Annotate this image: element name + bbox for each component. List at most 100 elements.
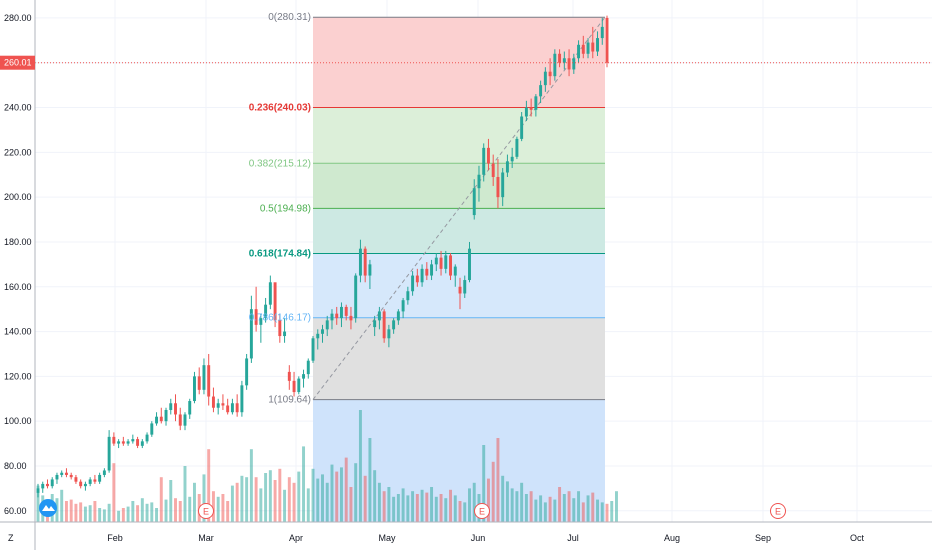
candle-body: [226, 405, 230, 413]
candle-body: [36, 488, 40, 493]
candle-body: [292, 380, 296, 393]
volume-bar: [596, 499, 599, 522]
candle-body: [197, 376, 201, 390]
volume-bar: [534, 499, 538, 522]
volume-bar: [482, 445, 486, 522]
candlesticks: [36, 15, 609, 498]
candle-body: [472, 188, 476, 216]
volume-bar: [64, 501, 68, 522]
candle-body: [268, 282, 272, 305]
trend-line-dashed[interactable]: [312, 16, 606, 400]
candle-body: [41, 483, 45, 489]
earnings-icon[interactable]: [770, 503, 786, 519]
candle-body: [558, 53, 562, 63]
trend-line[interactable]: [312, 16, 606, 400]
volume-bar: [444, 498, 448, 522]
volume-bar: [591, 492, 595, 522]
volume-bar: [567, 491, 571, 522]
volume-bar: [240, 475, 244, 522]
volume-bar: [354, 463, 358, 522]
candle-body: [230, 403, 234, 413]
candle-body: [553, 53, 557, 77]
price-axis[interactable]: 280.00260.00240.00220.00200.00180.00160.…: [0, 0, 36, 550]
volume-bar: [515, 491, 519, 522]
candle-body: [64, 472, 68, 475]
volume-bar: [396, 494, 400, 522]
volume-bar: [88, 505, 92, 522]
volume-bar: [311, 468, 315, 522]
candle-body: [396, 311, 400, 321]
candle-body: [254, 309, 258, 325]
volume-bar: [60, 489, 64, 522]
candle-body: [520, 116, 524, 139]
volume-bar: [458, 501, 462, 522]
candle-body: [501, 172, 505, 198]
candle-body: [169, 403, 173, 410]
candle-body: [411, 275, 415, 292]
volume-bar: [496, 438, 500, 522]
volume-bar: [273, 480, 277, 522]
candle-body: [349, 315, 353, 321]
candle-body: [387, 329, 391, 339]
volume-bar: [349, 487, 353, 522]
candle-body: [581, 44, 585, 54]
candle-body: [335, 313, 339, 319]
candle-body: [510, 156, 514, 162]
fib-zone: [313, 317, 605, 400]
time-axis[interactable]: Feb Mar Apr May Jun Jul Aug Sep Oct Z: [0, 521, 932, 543]
candle-body: [382, 311, 386, 339]
fib-zone: [313, 208, 605, 254]
volume-bar: [316, 478, 320, 522]
time-tick-label: Oct: [850, 533, 865, 543]
volume-bar: [415, 494, 419, 522]
candle-body: [112, 436, 116, 444]
volume-bar: [520, 482, 524, 522]
volume-bar: [539, 495, 543, 522]
volume-bar: [377, 482, 381, 522]
volume-bar: [434, 496, 438, 522]
candle-body: [534, 96, 538, 110]
fib-level-label: 0.786(146.17): [249, 313, 311, 324]
candle-body: [515, 138, 519, 157]
volume-bar: [406, 495, 410, 522]
logo-mountain-icon: [42, 505, 55, 511]
candle-body: [358, 248, 362, 276]
volume-bar: [235, 482, 239, 522]
time-tick-label: May: [378, 533, 396, 543]
candle-body: [193, 376, 196, 402]
candle-body: [486, 147, 490, 164]
volume-bar: [577, 491, 581, 522]
volume-bar: [226, 501, 230, 522]
earnings-icon[interactable]: [474, 503, 490, 519]
earnings-marker-label: E: [479, 507, 485, 517]
volume-bar: [439, 494, 443, 522]
candle-body: [136, 439, 140, 446]
candle-body: [117, 441, 121, 444]
volume-bar: [169, 480, 173, 522]
volume-bar: [131, 501, 135, 522]
volume-bar: [178, 501, 182, 522]
fibonacci-retracement[interactable]: [313, 16, 605, 522]
volume-bar: [55, 498, 59, 522]
volume-bar: [321, 474, 324, 522]
volume-bar: [548, 496, 552, 522]
volume-bar: [524, 494, 528, 522]
candle-body: [321, 329, 324, 334]
candle-body: [46, 483, 49, 487]
earnings-icon[interactable]: [198, 503, 214, 519]
volume-bar: [249, 449, 253, 522]
volume-bar: [302, 446, 306, 522]
candle-body: [529, 107, 533, 110]
candle-body: [69, 474, 73, 478]
candle-body: [93, 479, 97, 482]
candle-body: [297, 378, 301, 393]
candle-body: [477, 174, 481, 189]
candle-body: [377, 311, 381, 321]
candle-body: [344, 306, 348, 316]
candle-body: [311, 338, 315, 361]
volume-bar: [117, 510, 121, 522]
time-tick-label: Jun: [471, 533, 486, 543]
